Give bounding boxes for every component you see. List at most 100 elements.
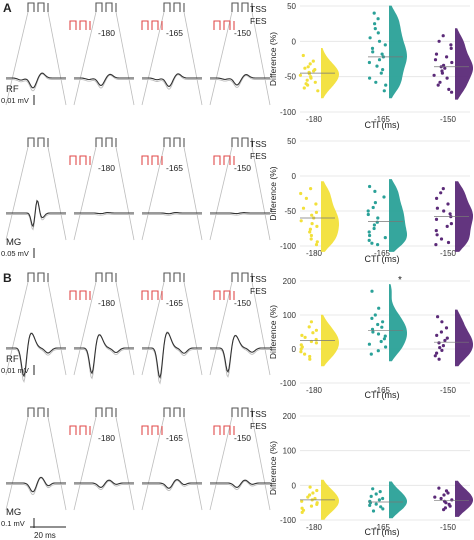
data-point bbox=[435, 196, 439, 200]
data-point bbox=[314, 341, 318, 345]
data-point bbox=[300, 510, 304, 514]
data-point bbox=[300, 499, 304, 503]
data-point bbox=[368, 184, 372, 189]
y-tick-label: -100 bbox=[280, 516, 297, 525]
data-point bbox=[311, 331, 315, 335]
y-tick-label: -100 bbox=[280, 379, 297, 388]
tss-pulse-train bbox=[95, 272, 117, 282]
emg-mean-trace bbox=[6, 72, 66, 89]
data-point bbox=[374, 502, 378, 506]
fes-pulse-train bbox=[69, 425, 91, 435]
data-point bbox=[366, 209, 370, 213]
muscle-label: MG bbox=[6, 507, 21, 518]
data-point bbox=[369, 352, 373, 356]
data-point bbox=[373, 201, 377, 205]
data-point bbox=[383, 236, 387, 240]
y-tick-label: -100 bbox=[280, 242, 297, 251]
data-point bbox=[445, 76, 449, 80]
data-point bbox=[435, 333, 439, 337]
tss-pulse-train bbox=[231, 2, 253, 12]
data-point bbox=[314, 328, 318, 332]
density-violin bbox=[389, 481, 407, 519]
data-point bbox=[450, 498, 454, 502]
data-point bbox=[367, 342, 371, 346]
density-violin bbox=[455, 480, 473, 517]
data-point bbox=[303, 352, 307, 356]
muscle-label: MG bbox=[6, 237, 21, 248]
data-point bbox=[440, 348, 444, 352]
data-point bbox=[433, 58, 438, 62]
window-guide-line bbox=[115, 11, 135, 106]
y-tick-label: 100 bbox=[283, 311, 297, 320]
data-point bbox=[381, 68, 385, 72]
fes-pulse-train bbox=[141, 290, 163, 300]
data-point bbox=[315, 240, 319, 244]
data-point bbox=[311, 59, 315, 63]
data-point bbox=[311, 491, 315, 495]
tss-pulse-train bbox=[95, 2, 117, 12]
data-point bbox=[449, 222, 453, 226]
window-guide-line bbox=[141, 281, 165, 376]
emg-mean-trace bbox=[142, 332, 202, 379]
x-tick-label: -165 bbox=[374, 386, 391, 395]
emg-trace-variability bbox=[6, 477, 66, 496]
condition-label: -180 bbox=[98, 298, 115, 308]
data-point bbox=[306, 83, 310, 87]
emg-mean-trace bbox=[74, 73, 134, 87]
data-point bbox=[381, 507, 385, 511]
data-point bbox=[440, 320, 444, 324]
data-point bbox=[366, 212, 370, 217]
data-point bbox=[379, 339, 383, 344]
window-guide-line bbox=[73, 416, 97, 511]
data-point bbox=[384, 345, 388, 349]
data-point bbox=[376, 31, 380, 35]
data-point bbox=[381, 320, 385, 324]
data-point bbox=[301, 206, 306, 210]
data-point bbox=[443, 338, 447, 343]
data-point bbox=[305, 78, 309, 82]
x-tick-label: -150 bbox=[440, 386, 457, 395]
data-point bbox=[433, 354, 437, 358]
data-point bbox=[308, 230, 312, 234]
data-point bbox=[383, 43, 387, 47]
tss-pulse-train bbox=[231, 407, 253, 417]
fes-label: FES bbox=[250, 421, 267, 431]
data-point bbox=[306, 65, 310, 69]
data-point bbox=[371, 487, 375, 491]
data-point bbox=[446, 491, 450, 495]
data-point bbox=[370, 289, 374, 293]
x-axis-label: CTI (ms) bbox=[365, 254, 400, 264]
emg-mean-trace bbox=[210, 479, 270, 488]
emg-trace-variability bbox=[142, 74, 202, 90]
data-point bbox=[373, 189, 377, 193]
data-point bbox=[299, 350, 303, 354]
data-point bbox=[374, 80, 378, 84]
tss-pulse-train bbox=[231, 272, 253, 282]
data-point bbox=[437, 486, 441, 490]
y-tick-label: 100 bbox=[283, 447, 297, 456]
panel-letter: A bbox=[3, 1, 12, 15]
fes-pulse-train bbox=[213, 155, 235, 165]
data-point bbox=[437, 39, 441, 43]
y-tick-label: 200 bbox=[283, 412, 297, 421]
data-point bbox=[381, 496, 385, 501]
data-point bbox=[440, 71, 444, 75]
emg-mean-trace bbox=[6, 332, 66, 378]
muscle-label: RF bbox=[6, 354, 19, 365]
y-axis-label: Difference (%) bbox=[268, 441, 278, 495]
emg-trace-variability bbox=[142, 213, 202, 216]
data-point bbox=[449, 46, 453, 51]
data-point bbox=[370, 241, 374, 245]
data-point bbox=[307, 325, 311, 329]
data-point bbox=[309, 76, 313, 80]
data-point bbox=[380, 52, 384, 56]
data-point bbox=[443, 66, 447, 70]
data-point bbox=[367, 60, 371, 65]
data-point bbox=[309, 233, 313, 238]
data-point bbox=[367, 230, 371, 234]
window-guide-line bbox=[251, 11, 271, 106]
data-point bbox=[371, 509, 376, 513]
fes-pulse-train bbox=[213, 20, 235, 30]
data-point bbox=[377, 306, 381, 310]
